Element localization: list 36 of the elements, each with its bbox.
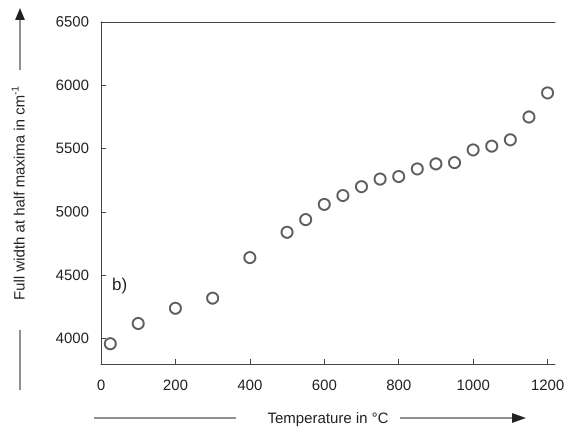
x-tick-label: 1200 bbox=[530, 377, 564, 394]
point bbox=[168, 302, 182, 315]
point bbox=[280, 226, 294, 239]
point bbox=[318, 198, 331, 211]
x-tick-label: 1000 bbox=[456, 377, 490, 394]
point bbox=[132, 316, 145, 330]
point bbox=[243, 251, 256, 264]
point bbox=[392, 170, 406, 184]
point bbox=[485, 140, 498, 153]
x-axis-title: Temperature in °C bbox=[267, 410, 389, 427]
y-tick-label: 4000 bbox=[56, 330, 89, 348]
point bbox=[104, 337, 117, 350]
x-tick-label: 200 bbox=[162, 377, 188, 394]
point bbox=[541, 86, 554, 100]
y-tick-label: 6000 bbox=[56, 76, 89, 94]
point bbox=[336, 189, 350, 202]
point bbox=[429, 157, 442, 170]
y-axis-title: Full width at half maxima in cm-1 bbox=[10, 86, 28, 300]
point bbox=[448, 156, 462, 170]
x-tick-label: 600 bbox=[312, 377, 337, 394]
x-tick-label: 400 bbox=[237, 377, 262, 394]
x-tick-label: 800 bbox=[386, 377, 412, 394]
point bbox=[466, 143, 480, 156]
annotation: b) bbox=[112, 275, 128, 294]
point bbox=[504, 133, 517, 146]
y-tick-label: 6500 bbox=[56, 14, 89, 30]
point bbox=[410, 162, 424, 176]
point bbox=[355, 180, 368, 194]
point bbox=[299, 213, 312, 226]
y-tick-label: 4500 bbox=[56, 266, 89, 284]
y-tick-label: 5000 bbox=[56, 204, 89, 220]
y-tick-label: 5500 bbox=[56, 140, 89, 158]
x-tick-label: 0 bbox=[96, 377, 106, 394]
point bbox=[522, 110, 536, 124]
point bbox=[374, 172, 387, 186]
point bbox=[206, 292, 220, 305]
